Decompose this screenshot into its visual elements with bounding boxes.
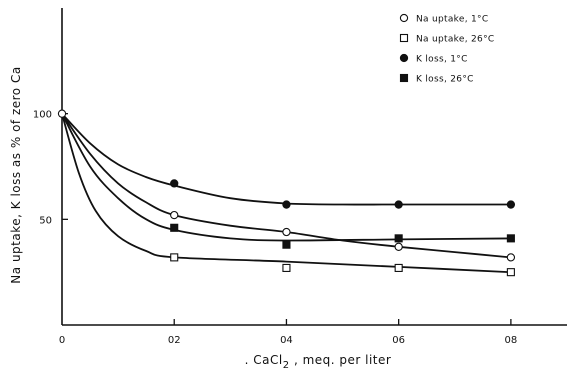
x-axis-label: . CaCl2 , meq. per liter (245, 353, 392, 371)
x-tick-label: 06 (392, 335, 405, 346)
series-curve-4 (61, 113, 511, 242)
data-point-series-1 (282, 227, 291, 237)
legend-label-3: K loss, 1°C (416, 55, 468, 65)
legend-label-4: K loss, 26°C (416, 75, 474, 85)
axes: 0 02 04 06 08 50 100 (33, 8, 567, 346)
x-axis-label-main: . CaCl (245, 353, 283, 367)
data-point-series-3 (506, 200, 516, 209)
y-tick-label: 100 (33, 110, 52, 121)
legend-marker-1 (399, 13, 409, 23)
legend-marker-2 (399, 33, 409, 43)
data-point-series-4 (170, 223, 179, 232)
series-curve-1 (61, 113, 511, 259)
data-point-series-2 (170, 253, 179, 262)
data-point-series-3 (394, 200, 403, 209)
legend-marker-3 (399, 53, 409, 63)
legend-label-1: Na uptake, 1°C (416, 15, 488, 25)
data-point-series-1 (57, 109, 67, 118)
data-point-series-3 (282, 200, 291, 209)
x-axis-label-tail: , meq. per liter (290, 353, 392, 367)
legend: Na uptake, 1°C Na uptake, 26°C K loss, 1°C… (399, 13, 494, 85)
legend-marker-4 (399, 73, 409, 83)
data-point-series-1 (506, 253, 516, 262)
x-tick-label: 0 (59, 335, 65, 346)
data-point-series-2 (282, 263, 291, 272)
data-point-series-4 (282, 240, 291, 249)
data-point-series-2 (394, 263, 403, 272)
y-axis-label: Na uptake, K loss as % of zero Ca (9, 66, 23, 283)
y-tick-label: 50 (39, 215, 52, 226)
data-points (57, 109, 516, 277)
x-tick-label: 08 (505, 335, 518, 346)
data-point-series-2 (506, 268, 515, 277)
x-tick-label: 02 (168, 335, 181, 346)
legend-label-2: Na uptake, 26°C (416, 35, 494, 45)
data-point-series-4 (506, 234, 515, 243)
x-axis-label-subscript: 2 (283, 360, 290, 371)
x-tick-label: 04 (280, 335, 293, 346)
data-point-series-3 (170, 179, 179, 188)
series-curve-3 (61, 113, 511, 206)
data-point-series-4 (394, 234, 403, 243)
data-point-series-1 (170, 210, 179, 220)
series-curve-2 (61, 113, 511, 274)
data-point-series-1 (394, 242, 403, 251)
